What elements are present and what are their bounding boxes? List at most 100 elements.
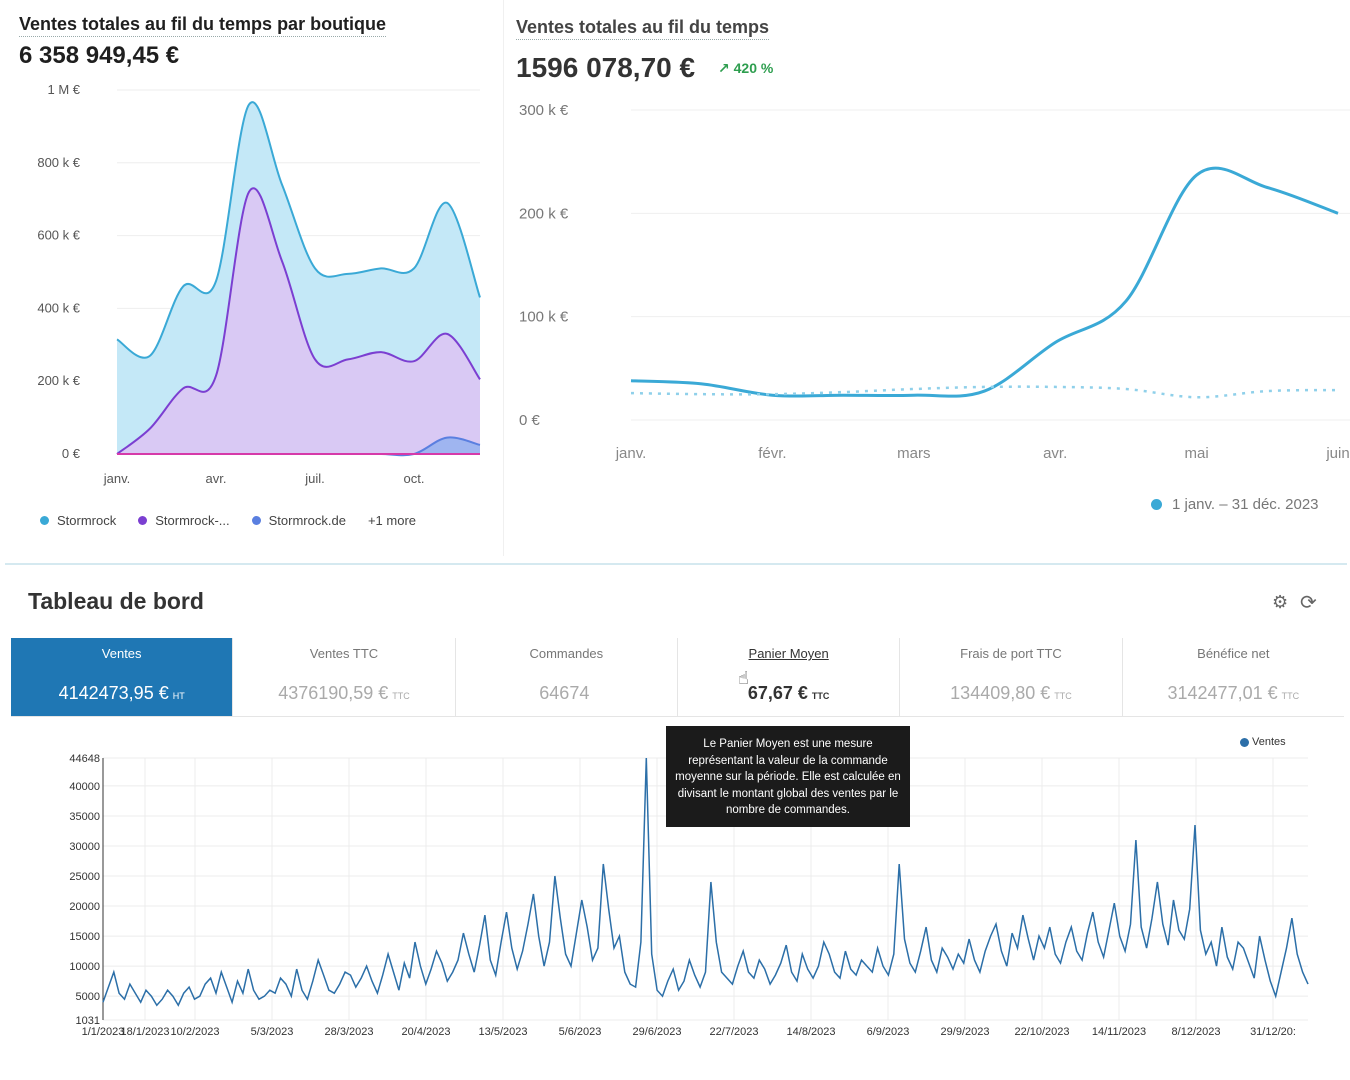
- y-tick-label: 40000: [69, 781, 100, 793]
- x-tick-label: avr.: [206, 471, 227, 486]
- y-tick-label: 20000: [69, 901, 100, 913]
- legend-swatch: [138, 516, 148, 525]
- x-tick-label: 29/9/2023: [941, 1026, 990, 1038]
- y-tick-label: 1031: [76, 1015, 100, 1027]
- x-tick-label: 10/2/2023: [171, 1026, 220, 1038]
- gear-icon[interactable]: ⚙: [1272, 592, 1289, 612]
- x-tick-label: janv.: [615, 445, 647, 462]
- tab-label: Ventes TTC: [309, 646, 379, 661]
- series-line-0: [116, 101, 481, 359]
- x-tick-label: avr.: [1043, 445, 1067, 462]
- x-tick-label: juin: [1325, 445, 1349, 462]
- legend-swatch: [40, 516, 49, 525]
- refresh-icon[interactable]: ⟳: [1300, 592, 1317, 614]
- tab-value: 3142477,01 € TTC: [1167, 683, 1300, 703]
- x-tick-label: 14/11/2023: [1092, 1026, 1146, 1038]
- x-tick-label: 28/3/2023: [325, 1026, 374, 1038]
- tab-panier-moyen[interactable]: Panier Moyen 67,67 € TTC: [678, 638, 901, 716]
- x-tick-label: 18/1/2023: [121, 1026, 170, 1038]
- tab-label: Frais de port TTC: [960, 646, 1062, 661]
- legend-swatch: [1240, 737, 1249, 747]
- tab-label: Panier Moyen: [748, 646, 829, 661]
- x-tick-label: 5/3/2023: [251, 1026, 294, 1038]
- series-line-0: [630, 166, 1339, 398]
- y-tick-label: 1 M €: [47, 82, 80, 97]
- x-tick-label: mai: [1185, 445, 1209, 462]
- panel-total-title: Ventes totales au fil du temps: [516, 17, 770, 40]
- change-badge: ↗ 420 %: [718, 60, 774, 76]
- series-line-1: [116, 187, 481, 455]
- y-tick-label: 600 k €: [37, 228, 80, 243]
- tab-frais-de-port[interactable]: Frais de port TTC 134409,80 € TTC: [900, 638, 1123, 716]
- y-tick-label: 800 k €: [37, 155, 80, 170]
- y-tick-label: 15000: [69, 931, 100, 943]
- total-line-chart: 0 € 100 k € 200 k € 300 k € janv. févr. mars av…: [519, 102, 1350, 462]
- y-tick-label: 200 k €: [37, 373, 80, 388]
- x-tick-label: 22/10/2023: [1014, 1026, 1069, 1038]
- y-tick-label: 44648: [69, 753, 100, 765]
- y-tick-label: 30000: [69, 841, 100, 853]
- series-line-ventes: [102, 757, 1309, 1007]
- legend-label: Stormrock.de: [268, 513, 346, 528]
- y-tick-label: 5000: [76, 991, 100, 1003]
- x-tick-label: févr.: [758, 445, 786, 462]
- tab-ventes-ttc[interactable]: Ventes TTC 4376190,59 € TTC: [233, 638, 456, 716]
- legend-item-stormrock-2[interactable]: Stormrock-...: [138, 513, 230, 528]
- y-tick-label: 10000: [69, 961, 100, 973]
- tab-commandes[interactable]: Commandes 64674: [456, 638, 678, 716]
- legend-more-link[interactable]: +1 more: [367, 513, 417, 528]
- tab-label: Commandes: [529, 646, 604, 661]
- y-tick-label: 300 k €: [519, 102, 569, 119]
- tab-value: 4142473,95 € HT: [58, 683, 185, 703]
- y-tick-label: 35000: [69, 811, 100, 823]
- y-tick-label: 400 k €: [37, 300, 80, 315]
- legend-item-stormrock-de[interactable]: Stormrock.de: [251, 513, 346, 528]
- series-area-1: [117, 188, 480, 455]
- legend-label: 1 janv. – 31 déc. 2023: [1172, 496, 1319, 513]
- shop-legend: Stormrock Stormrock-... Stormrock.de +1 …: [40, 513, 416, 528]
- tab-value: 4376190,59 € TTC: [278, 683, 410, 703]
- series-line-1: [630, 385, 1339, 399]
- x-tick-label: 20/4/2023: [402, 1026, 451, 1038]
- legend-label: Stormrock: [57, 513, 117, 528]
- x-tick-label: 29/6/2023: [633, 1026, 682, 1038]
- panel-divider: [503, 0, 504, 556]
- tab-ventes[interactable]: Ventes 4142473,95 € HT: [11, 638, 234, 716]
- panel-shop-title: Ventes totales au fil du temps par bouti…: [19, 14, 387, 37]
- x-tick-label: 13/5/2023: [479, 1026, 528, 1038]
- y-tick-label: 25000: [69, 871, 100, 883]
- shop-area-chart: 0 € 200 k € 400 k € 600 k € 800 k € 1 M € janv…: [37, 82, 481, 486]
- x-tick-label: 31/12/20:: [1250, 1026, 1296, 1038]
- y-tick-label: 200 k €: [519, 205, 569, 222]
- legend-swatch: [1151, 499, 1162, 510]
- y-tick-label: 0 €: [519, 412, 541, 429]
- x-tick-label: 22/7/2023: [710, 1026, 759, 1038]
- total-legend[interactable]: 1 janv. – 31 déc. 2023: [1151, 496, 1319, 513]
- x-tick-label: mars: [897, 445, 930, 462]
- x-tick-label: juil.: [304, 471, 325, 486]
- legend-swatch: [251, 516, 261, 525]
- pointer-cursor-icon: ☝: [738, 668, 749, 688]
- x-tick-label: 8/12/2023: [1172, 1026, 1221, 1038]
- legend-label: Stormrock-...: [155, 513, 230, 528]
- x-tick-label: 14/8/2023: [787, 1026, 836, 1038]
- tooltip-panier-moyen: Le Panier Moyen est une mesure représent…: [666, 726, 910, 827]
- y-tick-label: 0 €: [62, 446, 81, 461]
- metric-tabs: Ventes 4142473,95 € HT Ventes TTC 4376190…: [11, 638, 1344, 717]
- x-tick-label: oct.: [404, 471, 425, 486]
- tab-value: 134409,80 € TTC: [950, 683, 1072, 703]
- x-tick-label: 5/6/2023: [559, 1026, 602, 1038]
- panel-total-value: 1596 078,70 €: [516, 52, 696, 83]
- x-tick-label: janv.: [103, 471, 131, 486]
- tab-label: Bénéfice net: [1197, 646, 1270, 661]
- panel-shop-total: 6 358 949,45 €: [19, 42, 180, 69]
- tab-value: 64674: [539, 683, 590, 703]
- tab-label: Ventes: [101, 646, 142, 661]
- daily-legend[interactable]: Ventes: [1240, 736, 1286, 748]
- tab-benefice-net[interactable]: Bénéfice net 3142477,01 € TTC: [1123, 638, 1344, 716]
- x-tick-label: 6/9/2023: [867, 1026, 910, 1038]
- tab-value: 67,67 € TTC: [747, 683, 830, 703]
- x-tick-label: 1/1/2023: [82, 1026, 125, 1038]
- legend-item-stormrock[interactable]: Stormrock: [40, 513, 116, 528]
- dashboard-title: Tableau de bord: [28, 588, 204, 614]
